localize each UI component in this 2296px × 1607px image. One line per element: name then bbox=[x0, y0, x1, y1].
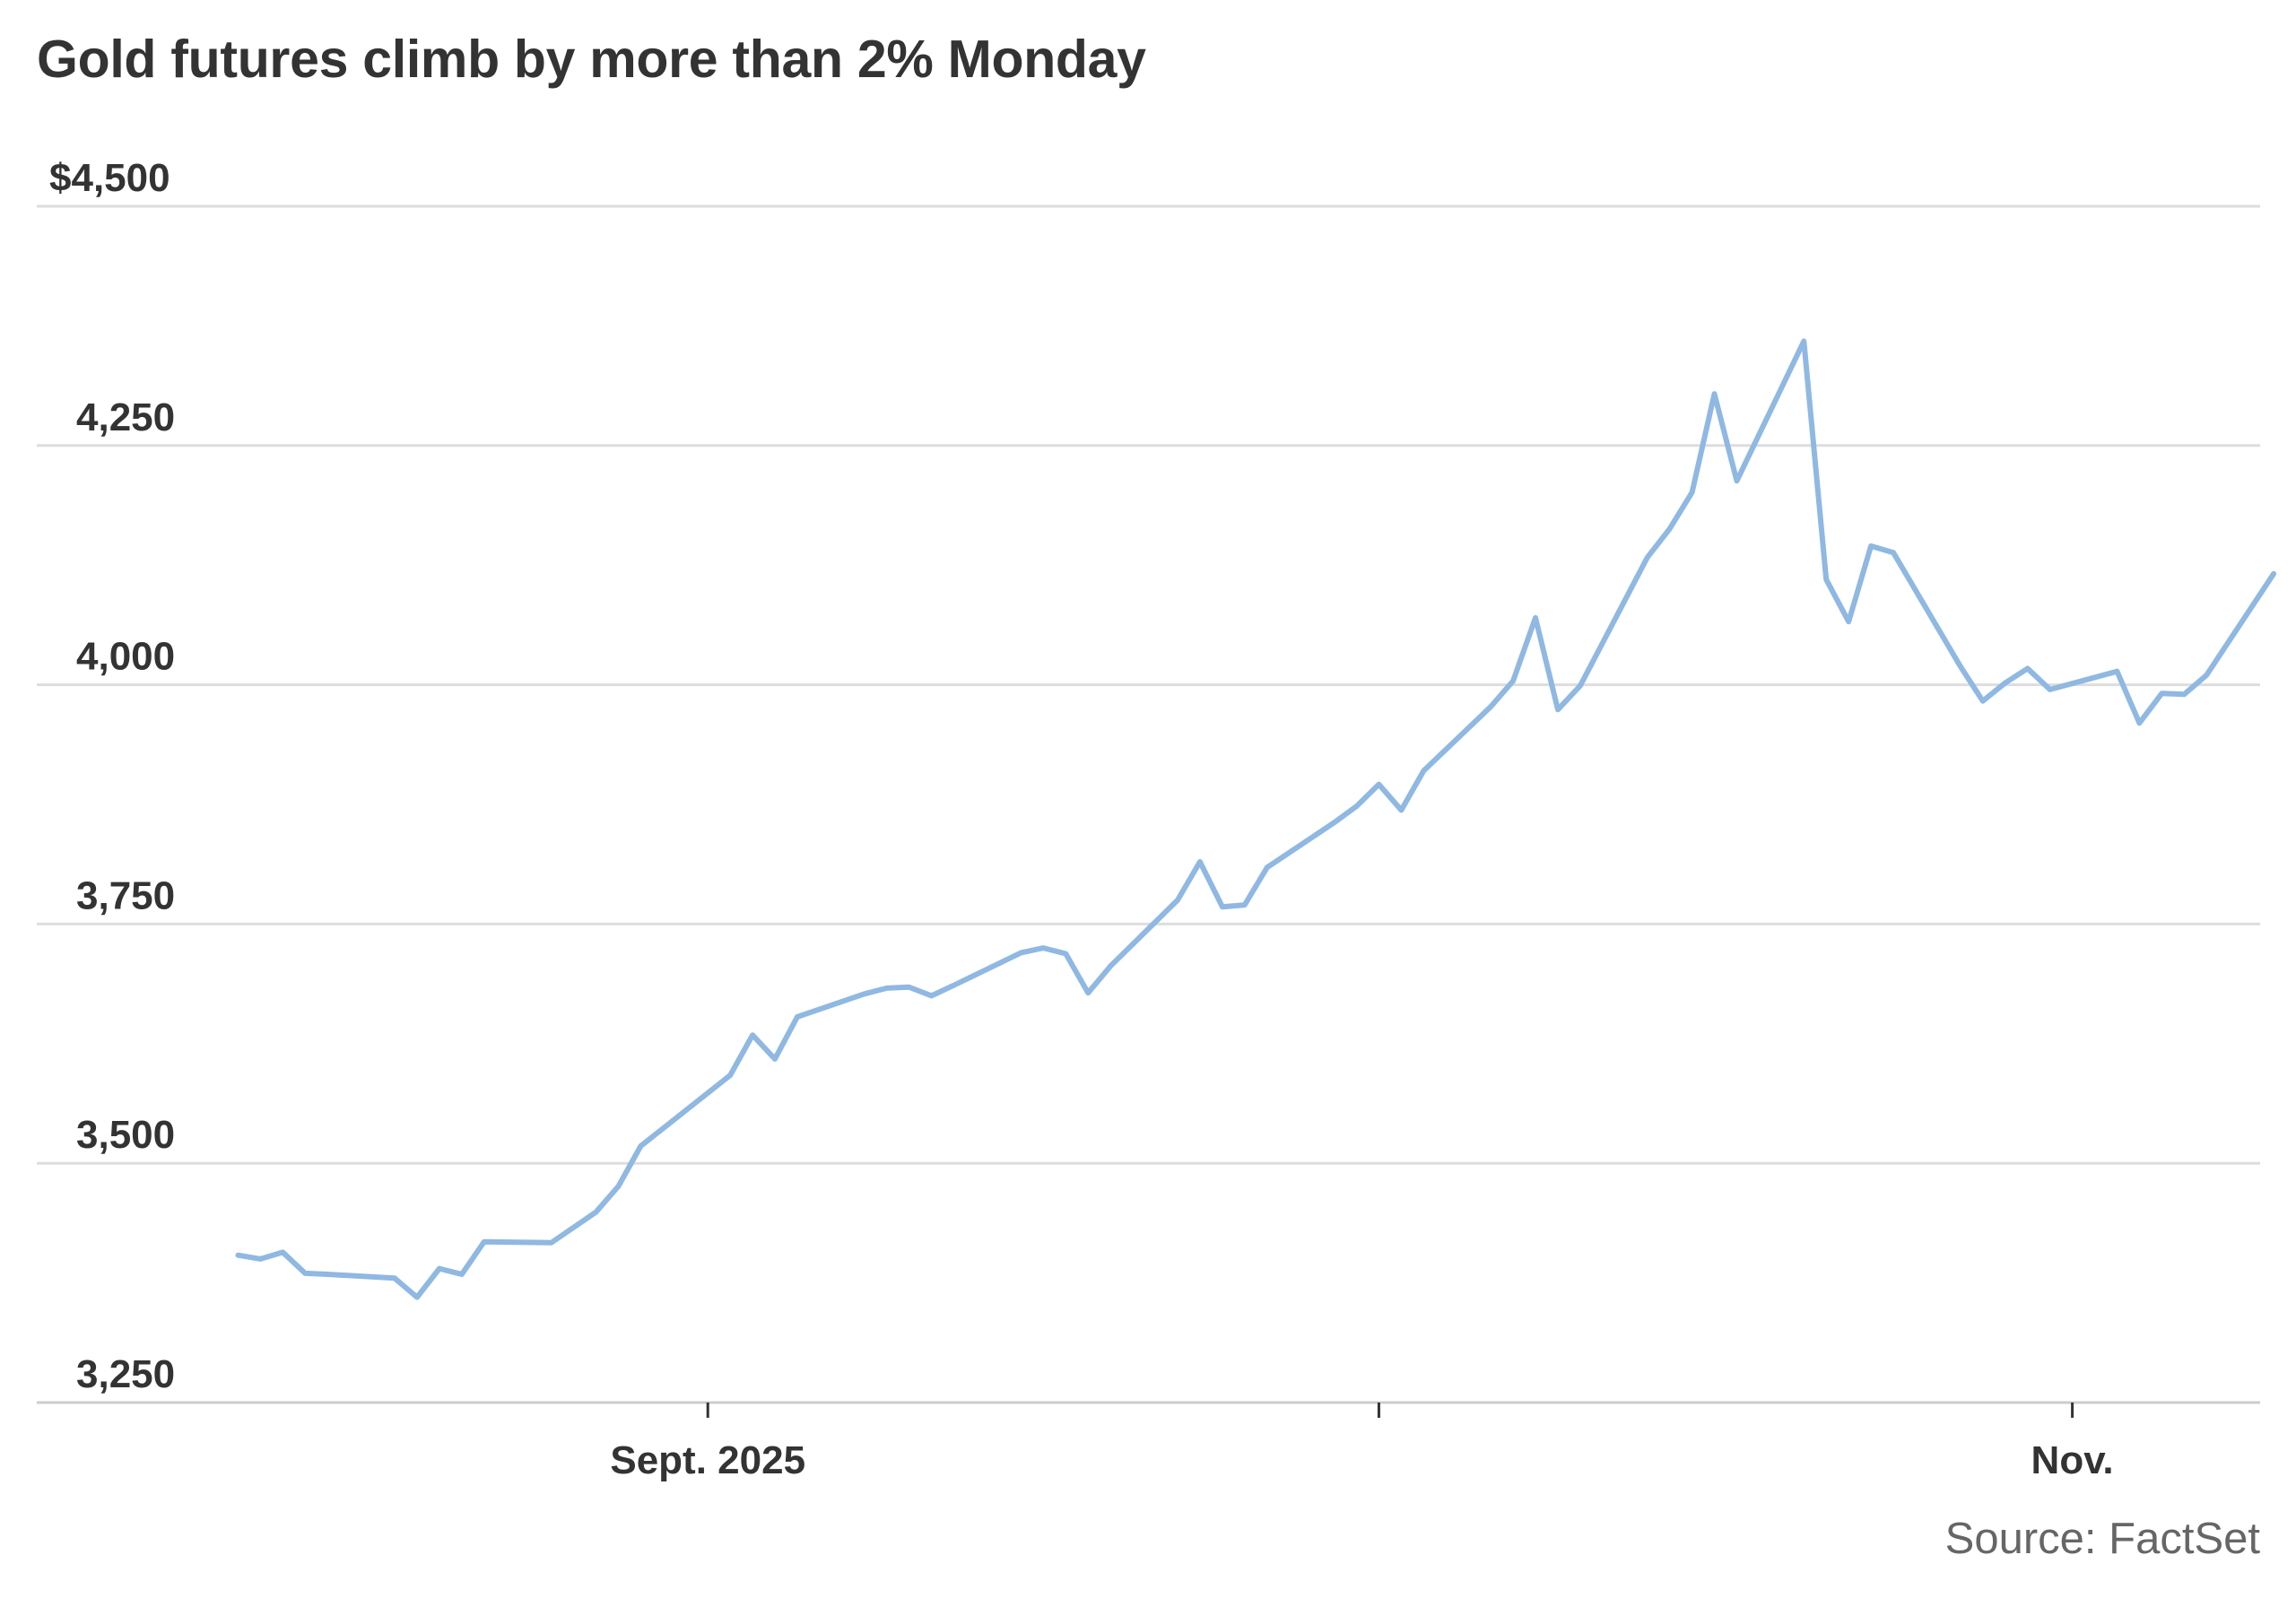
y-tick-label: 3,250 bbox=[76, 1352, 175, 1396]
x-tick-label: Sept. 2025 bbox=[610, 1438, 805, 1482]
y-axis-tick-labels: 3,250 3,500 3,750 4,000 4,250 $4,500 bbox=[49, 156, 175, 1396]
gridlines bbox=[37, 204, 2260, 1165]
chart-title: Gold futures climb by more than 2% Monda… bbox=[37, 30, 1146, 89]
y-tick-label: $4,500 bbox=[49, 156, 170, 200]
series-layer bbox=[235, 338, 2277, 1300]
x-axis-ticks bbox=[706, 1403, 2074, 1418]
y-tick-label: 4,000 bbox=[76, 635, 175, 679]
y-tick-label: 3,500 bbox=[76, 1113, 175, 1157]
y-tick-label: 4,250 bbox=[76, 395, 175, 439]
x-tick-label: Nov. bbox=[2031, 1438, 2114, 1482]
y-tick-label: 3,750 bbox=[76, 873, 175, 917]
series-line bbox=[235, 338, 2277, 1300]
source-note: Source: FactSet bbox=[1944, 1515, 2260, 1563]
x-axis-tick-labels: Sept. 2025 Nov. bbox=[610, 1438, 2113, 1482]
